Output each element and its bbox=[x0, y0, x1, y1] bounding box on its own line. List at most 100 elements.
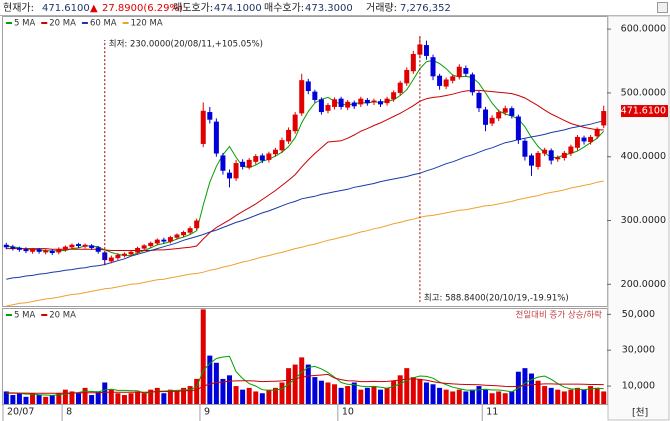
volume-bar bbox=[148, 389, 154, 404]
candle-body bbox=[43, 250, 49, 253]
window-button[interactable] bbox=[657, 2, 668, 13]
ma-line bbox=[6, 89, 604, 251]
volume-bar bbox=[384, 387, 390, 404]
volume-bar bbox=[378, 389, 383, 404]
volume-bar bbox=[187, 386, 193, 404]
candle-body bbox=[174, 234, 180, 238]
candle-body bbox=[128, 251, 134, 255]
candle-body bbox=[423, 45, 429, 56]
y-tick-label: 500.0000 bbox=[621, 87, 666, 98]
volume-bar bbox=[522, 368, 528, 404]
candle-body bbox=[463, 68, 469, 74]
candle-body bbox=[49, 250, 55, 254]
volume-bar bbox=[154, 387, 160, 404]
header-value: 471.6100 bbox=[42, 3, 90, 14]
volume-bar bbox=[338, 387, 344, 404]
volume-bar bbox=[220, 378, 226, 404]
candle-body bbox=[601, 111, 607, 126]
annotation-text: 최고: 588.8400(20/10/19,-19.91%) bbox=[424, 293, 569, 304]
candle-body bbox=[181, 231, 187, 236]
candle-body bbox=[456, 66, 462, 77]
volume-note: 전일대비 증가 상승/하락 bbox=[516, 310, 603, 321]
volume-bar bbox=[207, 355, 213, 404]
candle-body bbox=[561, 152, 567, 158]
x-tick-label: 11 bbox=[486, 407, 498, 418]
legend-label: 60 MA bbox=[90, 19, 117, 29]
volume-bar bbox=[253, 391, 259, 404]
candle-body bbox=[476, 92, 482, 109]
header-value: 27.8900(6.29%) bbox=[102, 3, 183, 14]
candle-body bbox=[358, 98, 364, 105]
candle-body bbox=[404, 69, 410, 84]
volume-bar bbox=[437, 387, 443, 404]
header-label: 거래량: bbox=[366, 2, 397, 14]
candle-body bbox=[36, 249, 42, 252]
volume-bar bbox=[561, 391, 567, 404]
volume-bar bbox=[601, 391, 607, 404]
ma-line bbox=[6, 180, 604, 307]
volume-bar bbox=[279, 382, 285, 404]
candle-body bbox=[121, 253, 127, 256]
legend-label: 20 MA bbox=[49, 19, 76, 29]
candle-body bbox=[555, 157, 561, 160]
candle-body bbox=[496, 112, 502, 119]
candle-body bbox=[397, 82, 403, 93]
volume-bar bbox=[174, 391, 180, 404]
candle-body bbox=[364, 99, 370, 104]
candle-body bbox=[253, 156, 259, 162]
volume-bar bbox=[56, 393, 62, 404]
legend-label: 5 MA bbox=[14, 19, 35, 29]
candle-body bbox=[161, 239, 167, 242]
volume-bar bbox=[10, 395, 16, 404]
candle-body bbox=[82, 244, 88, 247]
candle-body bbox=[148, 242, 154, 247]
candle-body bbox=[483, 109, 489, 125]
candle-body bbox=[345, 101, 351, 108]
volume-bar bbox=[23, 396, 29, 404]
header-value: 473.3000 bbox=[305, 3, 353, 14]
last-price-label: 471.6100 bbox=[621, 106, 666, 117]
ma-line bbox=[6, 355, 604, 396]
volume-bar bbox=[43, 396, 49, 404]
candle-body bbox=[318, 99, 324, 113]
volume-bar bbox=[49, 395, 55, 404]
volume-bar bbox=[535, 380, 541, 404]
candle-body bbox=[207, 112, 213, 120]
candle-body bbox=[522, 140, 528, 157]
candle-body bbox=[443, 79, 449, 87]
x-tick-label: 8 bbox=[66, 407, 72, 418]
candle-body bbox=[437, 75, 443, 86]
header-value: 474.1000 bbox=[214, 3, 262, 14]
volume-bar bbox=[410, 377, 416, 404]
candle-body bbox=[187, 228, 193, 233]
candle-body bbox=[384, 98, 390, 104]
y-unit: [천] bbox=[632, 408, 648, 419]
volume-bar bbox=[89, 395, 95, 404]
candle-body bbox=[502, 108, 508, 113]
volume-bar bbox=[574, 387, 580, 404]
candle-body bbox=[410, 54, 416, 72]
candle-body bbox=[581, 137, 587, 142]
volume-bar bbox=[581, 389, 587, 404]
volume-bar bbox=[292, 364, 298, 404]
volume-bar bbox=[299, 357, 305, 404]
volume-bar bbox=[272, 387, 278, 404]
y-tick-label: 30,000 bbox=[622, 345, 655, 356]
legend-label: 120 MA bbox=[131, 19, 163, 29]
candle-body bbox=[69, 244, 75, 248]
candle-body bbox=[194, 220, 200, 229]
candle-body bbox=[594, 128, 600, 137]
candle-body bbox=[56, 249, 62, 253]
candle-body bbox=[62, 246, 68, 250]
candle-body bbox=[10, 246, 16, 249]
candle-body bbox=[246, 159, 252, 168]
candle-body bbox=[279, 140, 285, 151]
candle-body bbox=[391, 92, 397, 100]
candle-body bbox=[141, 245, 147, 249]
volume-bar bbox=[36, 395, 42, 404]
volume-bar bbox=[489, 393, 495, 404]
volume-bar bbox=[594, 387, 600, 404]
volume-bar bbox=[167, 389, 173, 404]
volume-bar bbox=[312, 377, 318, 404]
